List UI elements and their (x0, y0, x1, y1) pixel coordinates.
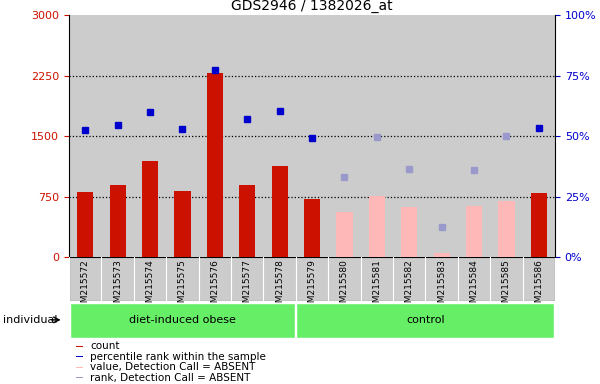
Bar (76, 346, 83, 347)
Text: GSM215586: GSM215586 (534, 260, 544, 314)
Text: GSM215584: GSM215584 (469, 260, 479, 314)
Bar (433, 253, 450, 257)
Bar (175, 191, 191, 257)
Text: GSM215573: GSM215573 (113, 260, 122, 314)
Bar (361, 15, 393, 257)
Bar (166, 257, 199, 301)
Text: GSM215572: GSM215572 (80, 260, 90, 314)
Bar (231, 257, 263, 301)
Bar (425, 15, 458, 257)
Text: GSM215580: GSM215580 (340, 260, 349, 314)
Bar (76, 377, 83, 378)
Bar (263, 257, 296, 301)
Bar (263, 15, 296, 257)
Bar (304, 199, 320, 257)
Bar (490, 15, 523, 257)
Bar (401, 207, 418, 257)
Title: GDS2946 / 1382026_at: GDS2946 / 1382026_at (231, 0, 393, 13)
Bar (490, 257, 523, 301)
Bar (69, 257, 101, 301)
Text: GSM215578: GSM215578 (275, 260, 284, 314)
Text: GSM215576: GSM215576 (211, 260, 220, 314)
Bar (361, 257, 393, 301)
Bar (69, 15, 101, 257)
Bar (425, 257, 458, 301)
Bar (231, 15, 263, 257)
Bar (523, 15, 555, 257)
Bar (393, 15, 425, 257)
Bar (368, 196, 385, 257)
Bar (271, 166, 288, 257)
Bar (199, 257, 231, 301)
Bar (239, 185, 256, 257)
Text: GSM215579: GSM215579 (308, 260, 317, 314)
Text: GSM215581: GSM215581 (372, 260, 382, 314)
Text: GSM215575: GSM215575 (178, 260, 187, 314)
Bar (337, 212, 353, 257)
Bar (70, 303, 295, 338)
Bar (134, 257, 166, 301)
Bar (458, 257, 490, 301)
Text: rank, Detection Call = ABSENT: rank, Detection Call = ABSENT (90, 373, 250, 383)
Text: GSM215577: GSM215577 (242, 260, 252, 314)
Text: control: control (406, 315, 445, 325)
Bar (76, 356, 83, 357)
Text: individual: individual (4, 315, 58, 325)
Bar (466, 206, 482, 257)
Bar (166, 15, 199, 257)
Bar (199, 15, 231, 257)
Bar (206, 73, 223, 257)
Bar (498, 201, 515, 257)
Bar (296, 257, 328, 301)
Text: GSM215585: GSM215585 (502, 260, 511, 314)
Text: GSM215583: GSM215583 (437, 260, 446, 314)
Bar (328, 257, 361, 301)
Bar (142, 161, 158, 257)
Bar (101, 257, 134, 301)
Text: GSM215582: GSM215582 (404, 260, 414, 314)
Bar (328, 15, 361, 257)
Text: count: count (90, 341, 119, 351)
Bar (523, 257, 555, 301)
Bar (393, 257, 425, 301)
Bar (110, 185, 126, 257)
Text: value, Detection Call = ABSENT: value, Detection Call = ABSENT (90, 362, 255, 372)
Text: percentile rank within the sample: percentile rank within the sample (90, 352, 266, 362)
Text: GSM215574: GSM215574 (146, 260, 155, 314)
Bar (101, 15, 134, 257)
Text: diet-induced obese: diet-induced obese (129, 315, 236, 325)
Bar (531, 193, 547, 257)
Bar (296, 303, 554, 338)
Bar (77, 192, 94, 257)
Bar (296, 15, 328, 257)
Bar (458, 15, 490, 257)
Bar (134, 15, 166, 257)
